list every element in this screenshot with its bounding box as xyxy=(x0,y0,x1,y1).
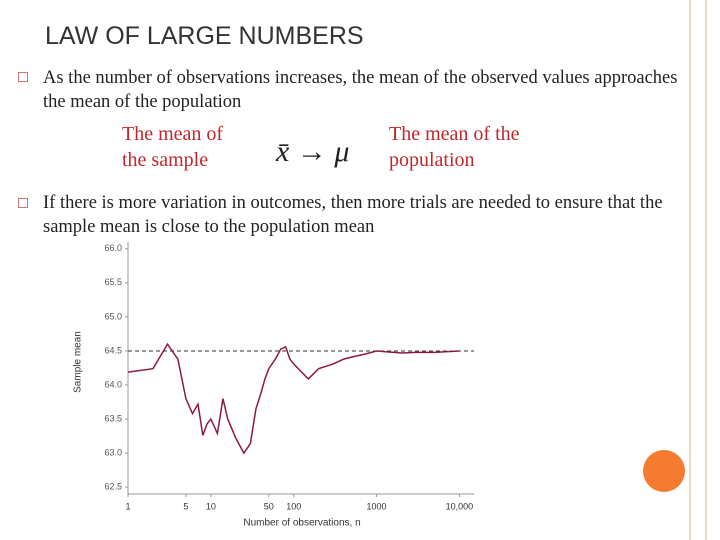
caption: The mean of the population xyxy=(389,123,520,171)
x-tick-label: 10 xyxy=(206,501,216,511)
y-tick-label: 62.5 xyxy=(104,482,122,492)
bullet-icon xyxy=(18,198,28,208)
caption: The mean of the sample xyxy=(122,123,224,171)
y-tick-label: 63.0 xyxy=(104,448,122,458)
x-tick-label: 1 xyxy=(125,501,130,511)
y-tick-label: 66.0 xyxy=(104,243,122,253)
y-tick-label: 63.5 xyxy=(104,413,122,423)
data-line xyxy=(127,342,460,455)
y-tick-label: 64.5 xyxy=(104,345,122,355)
x-tick-label: 5 xyxy=(183,501,188,511)
y-tick-label: 65.5 xyxy=(104,277,122,287)
x-axis-label: Number of observations, n xyxy=(243,518,360,529)
y-tick-label: 64.0 xyxy=(104,379,122,389)
y-axis-label: Sample mean xyxy=(73,331,84,393)
x-tick-label: 100 xyxy=(286,501,301,511)
bullet-icon xyxy=(18,72,28,82)
slide-title: LAW OF LARGE NUMBERS xyxy=(45,22,364,50)
decoration xyxy=(643,450,685,492)
bullet-text: If there is more variation in outcomes, … xyxy=(43,193,663,237)
formula: x̄ → μ xyxy=(276,135,350,168)
bullet-text: As the number of observations increases,… xyxy=(43,68,678,112)
x-tick-label: 1000 xyxy=(367,501,387,511)
x-tick-label: 50 xyxy=(264,501,274,511)
x-tick-label: 10,000 xyxy=(446,501,474,511)
plot-area xyxy=(128,242,474,494)
y-tick-label: 65.0 xyxy=(104,311,122,321)
